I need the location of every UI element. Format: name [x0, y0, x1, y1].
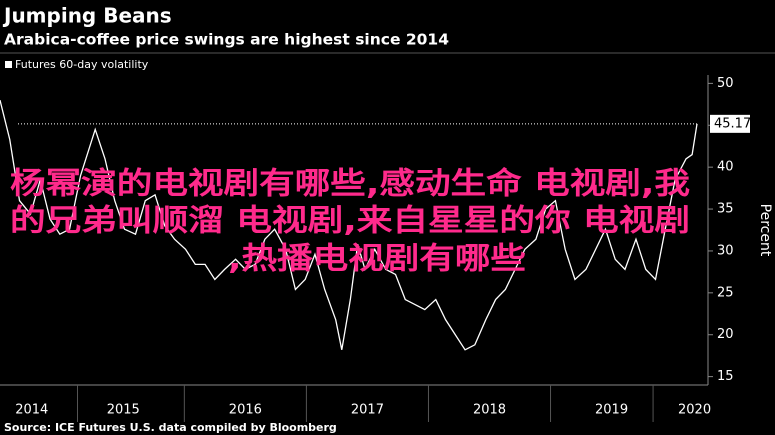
last-value-box — [710, 114, 750, 133]
y-tick-label: 15 — [717, 369, 734, 384]
y-axis-label: Percent — [757, 204, 773, 257]
y-tick-label: 30 — [717, 243, 734, 258]
last-value-label: 45.17 — [714, 116, 751, 131]
y-tick-label: 40 — [717, 160, 734, 175]
x-tick-label: 2015 — [107, 403, 140, 418]
y-tick-label: 35 — [717, 202, 734, 217]
chart-title: Jumping Beans — [2, 4, 172, 28]
y-tick-label: 50 — [717, 76, 734, 91]
y-tick-label: 25 — [717, 285, 734, 300]
source: Source: ICE Futures U.S. data compiled b… — [4, 421, 337, 434]
overlay-text: 的兄弟叫顺溜 电视剧,来自星星的你 电视剧 — [10, 204, 690, 239]
x-tick-label: 2014 — [15, 403, 48, 418]
chart-subtitle: Arabica-coffee price swings are highest … — [4, 31, 449, 49]
y-tick-label: 20 — [717, 327, 734, 342]
x-tick-label: 2017 — [351, 403, 384, 418]
legend-swatch — [5, 61, 12, 68]
x-tick-label: 2018 — [473, 403, 506, 418]
x-tick-label: 2016 — [229, 403, 262, 418]
x-tick-label: 2019 — [595, 403, 628, 418]
x-tick-label: 2020 — [678, 403, 711, 418]
overlay-text: ,热播电视剧有哪些 — [228, 242, 526, 277]
legend-label: Futures 60-day volatility — [15, 58, 149, 71]
line — [0, 99, 698, 351]
overlay-text: 杨幂演的电视剧有哪些,感动生命 电视剧,我 — [10, 167, 690, 202]
